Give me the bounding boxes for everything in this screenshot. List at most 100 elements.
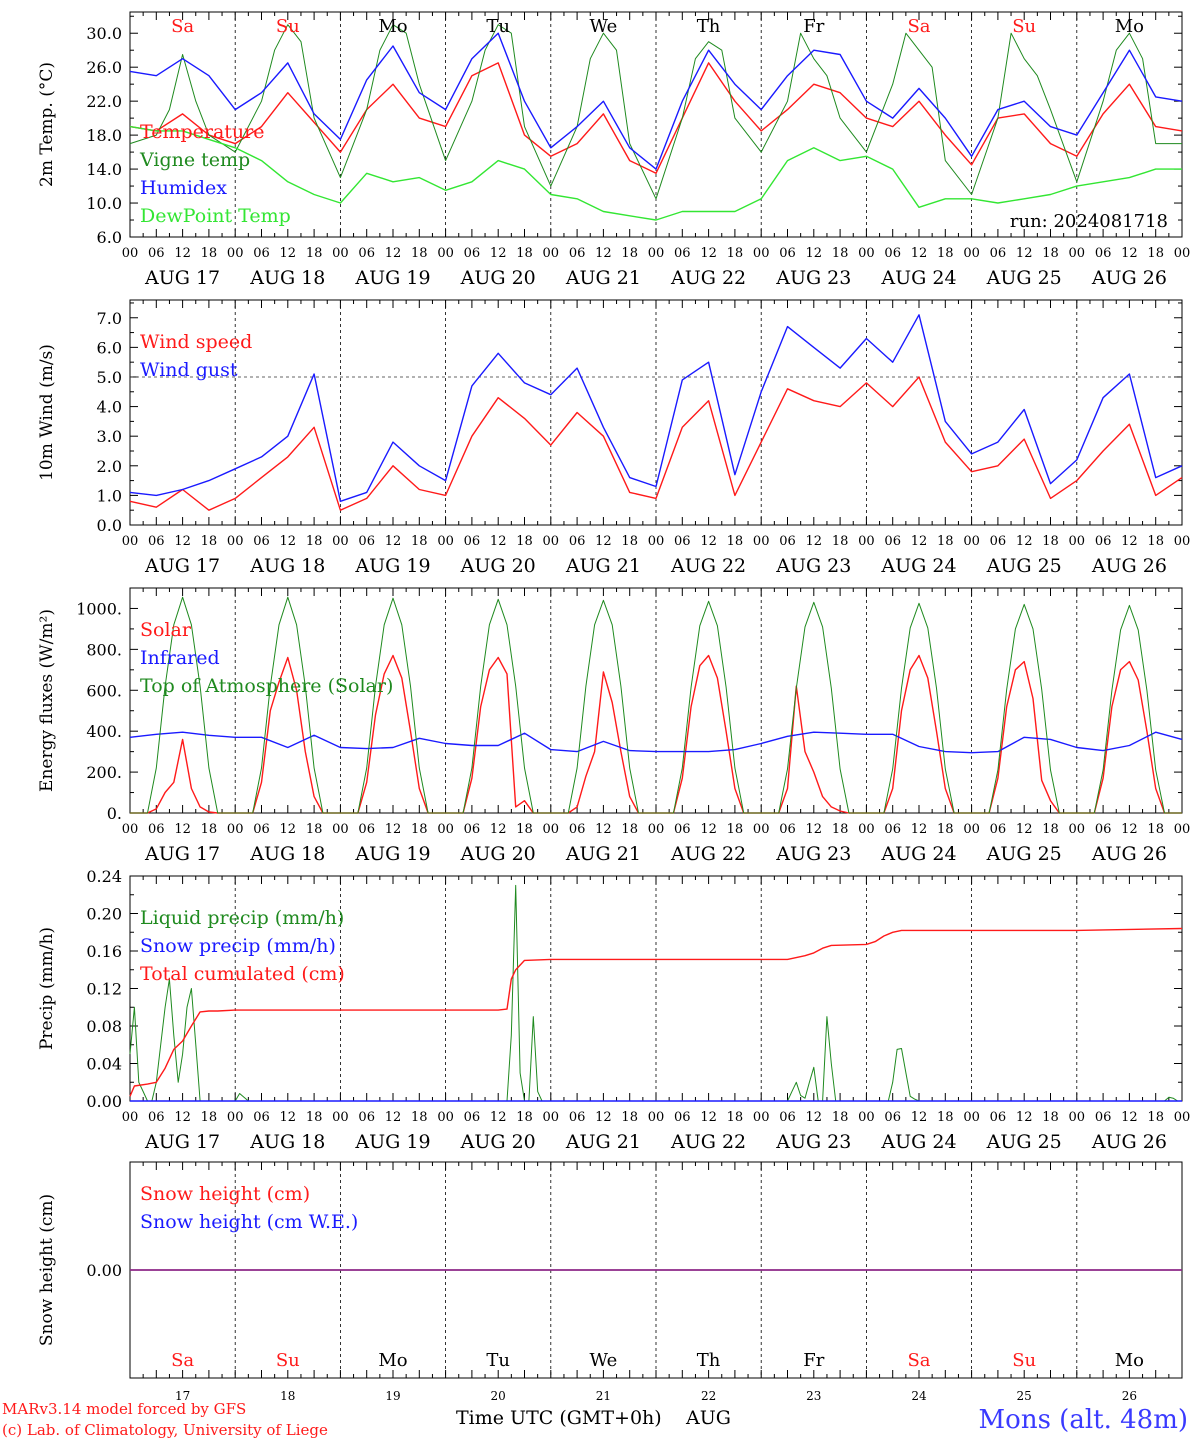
- date-label: AUG 20: [460, 267, 536, 289]
- date-label: AUG 22: [670, 555, 746, 577]
- day-number: 18: [280, 1389, 295, 1403]
- hour-tick-label: 06: [569, 246, 586, 261]
- hour-tick-label: 06: [148, 246, 165, 261]
- series-line-blue: [129, 314, 1183, 502]
- hour-tick-label: 18: [516, 1110, 533, 1125]
- weekday-label: Fr: [803, 16, 824, 37]
- hour-tick-label: 00: [1069, 534, 1086, 549]
- weekday-label: Mo: [378, 16, 407, 37]
- month-label: AUG: [685, 1407, 731, 1429]
- y-tick-label: 400.: [86, 722, 122, 741]
- hour-tick-label: 18: [621, 822, 638, 837]
- y-tick-label: 0.12: [86, 980, 122, 999]
- legend-entry: Snow precip (mm/h): [140, 935, 336, 957]
- date-label: AUG 26: [1091, 1131, 1167, 1153]
- date-label: AUG 25: [986, 555, 1062, 577]
- hour-tick-label: 18: [1147, 246, 1164, 261]
- y-tick-label: 1000.: [76, 599, 122, 618]
- weekday-label: Sa: [907, 1350, 930, 1371]
- y-tick-label: 0.00: [86, 1092, 122, 1111]
- hour-tick-label: 06: [464, 1110, 481, 1125]
- hour-tick-label: 18: [1147, 534, 1164, 549]
- hour-tick-label: 00: [858, 1110, 875, 1125]
- hour-tick-label: 12: [1121, 534, 1138, 549]
- date-label: AUG 24: [880, 843, 956, 865]
- hour-tick-label: 12: [595, 1110, 612, 1125]
- weekday-label: Fr: [803, 1350, 824, 1371]
- hour-tick-label: 18: [727, 822, 744, 837]
- date-label: AUG 17: [144, 1131, 220, 1153]
- y-tick-label: 18.0: [86, 126, 122, 145]
- hour-tick-label: 00: [648, 534, 665, 549]
- y-axis-label: Snow height (cm): [37, 1194, 57, 1346]
- hour-tick-label: 18: [1042, 534, 1059, 549]
- y-tick-label: 6.0: [97, 228, 122, 247]
- hour-tick-label: 12: [1121, 822, 1138, 837]
- hour-tick-label: 18: [621, 246, 638, 261]
- panel-precip: 0.00 0.04 0.08 0.12 0.16 0.20 0.24 Precip (mm/h…: [37, 867, 1190, 1153]
- hour-tick-label: 18: [201, 534, 218, 549]
- hour-tick-label: 00: [753, 822, 770, 837]
- series-line-red: [129, 62, 1183, 175]
- hour-tick-label: 12: [1121, 1110, 1138, 1125]
- hour-tick-label: 00: [227, 1110, 244, 1125]
- date-label: AUG 26: [1091, 843, 1167, 865]
- hour-tick-label: 00: [122, 534, 139, 549]
- y-tick-label: 0.16: [86, 942, 122, 961]
- hour-tick-label: 12: [490, 1110, 507, 1125]
- date-label: AUG 20: [460, 555, 536, 577]
- hour-tick-label: 00: [963, 822, 980, 837]
- hour-tick-label: 12: [1121, 246, 1138, 261]
- hour-tick-label: 18: [411, 1110, 428, 1125]
- hour-tick-label: 12: [806, 246, 823, 261]
- y-tick-label: 30.0: [86, 24, 122, 43]
- hour-tick-label: 12: [1016, 1110, 1033, 1125]
- hour-tick-label: 06: [464, 822, 481, 837]
- hour-tick-label: 06: [674, 534, 691, 549]
- date-label: AUG 18: [249, 843, 325, 865]
- hour-tick-label: 12: [280, 822, 297, 837]
- legend-entry: Total cumulated (cm): [140, 963, 345, 985]
- hour-tick-label: 12: [490, 822, 507, 837]
- date-label: AUG 24: [880, 1131, 956, 1153]
- hour-tick-label: 18: [1042, 822, 1059, 837]
- hour-tick-label: 18: [937, 246, 954, 261]
- panel-temperature: 6.0 10.0 14.0 18.0 22.0 26.0 30.0 2m Temp. (°C)…: [37, 11, 1190, 289]
- legend-entry: Humidex: [140, 177, 227, 199]
- hour-tick-label: 00: [1174, 1110, 1191, 1125]
- hour-tick-label: 00: [858, 822, 875, 837]
- run-annotation: run: 2024081718: [1010, 211, 1168, 232]
- weekday-label: Mo: [1115, 1350, 1144, 1371]
- date-label: AUG 18: [249, 555, 325, 577]
- hour-tick-label: 12: [385, 534, 402, 549]
- hour-tick-label: 06: [569, 1110, 586, 1125]
- hour-tick-label: 06: [779, 822, 796, 837]
- panel-energy: 0. 200. 400. 600. 800. 1000. Energy fluxes (W/…: [37, 587, 1190, 865]
- y-tick-label: 0.: [107, 804, 122, 823]
- hour-tick-label: 06: [884, 1110, 901, 1125]
- hour-tick-label: 00: [332, 534, 349, 549]
- hour-tick-label: 06: [358, 534, 375, 549]
- hour-tick-label: 06: [674, 822, 691, 837]
- legend-entry: Top of Atmosphere (Solar): [140, 675, 393, 697]
- hour-tick-label: 00: [437, 246, 454, 261]
- hour-tick-label: 18: [832, 822, 849, 837]
- model-credit: MARv3.14 model forced by GFS: [2, 1400, 246, 1418]
- weekday-label: Tu: [486, 16, 510, 37]
- hour-tick-label: 12: [174, 822, 191, 837]
- weekday-label: Th: [697, 1350, 721, 1371]
- hour-tick-label: 12: [806, 1110, 823, 1125]
- date-label: AUG 26: [1091, 267, 1167, 289]
- hour-tick-label: 06: [884, 822, 901, 837]
- legend-entry: Liquid precip (mm/h): [140, 907, 344, 929]
- legend-entry: Temperature: [140, 121, 264, 143]
- day-number: 22: [701, 1389, 716, 1403]
- y-tick-label: 4.0: [97, 398, 122, 417]
- y-tick-label: 6.0: [97, 338, 122, 357]
- day-number: 21: [596, 1389, 611, 1403]
- hour-tick-label: 00: [753, 534, 770, 549]
- date-label: AUG 23: [775, 843, 851, 865]
- weekday-label: Sa: [907, 16, 930, 37]
- legend-entry: DewPoint Temp: [140, 205, 291, 227]
- date-label: AUG 21: [565, 555, 641, 577]
